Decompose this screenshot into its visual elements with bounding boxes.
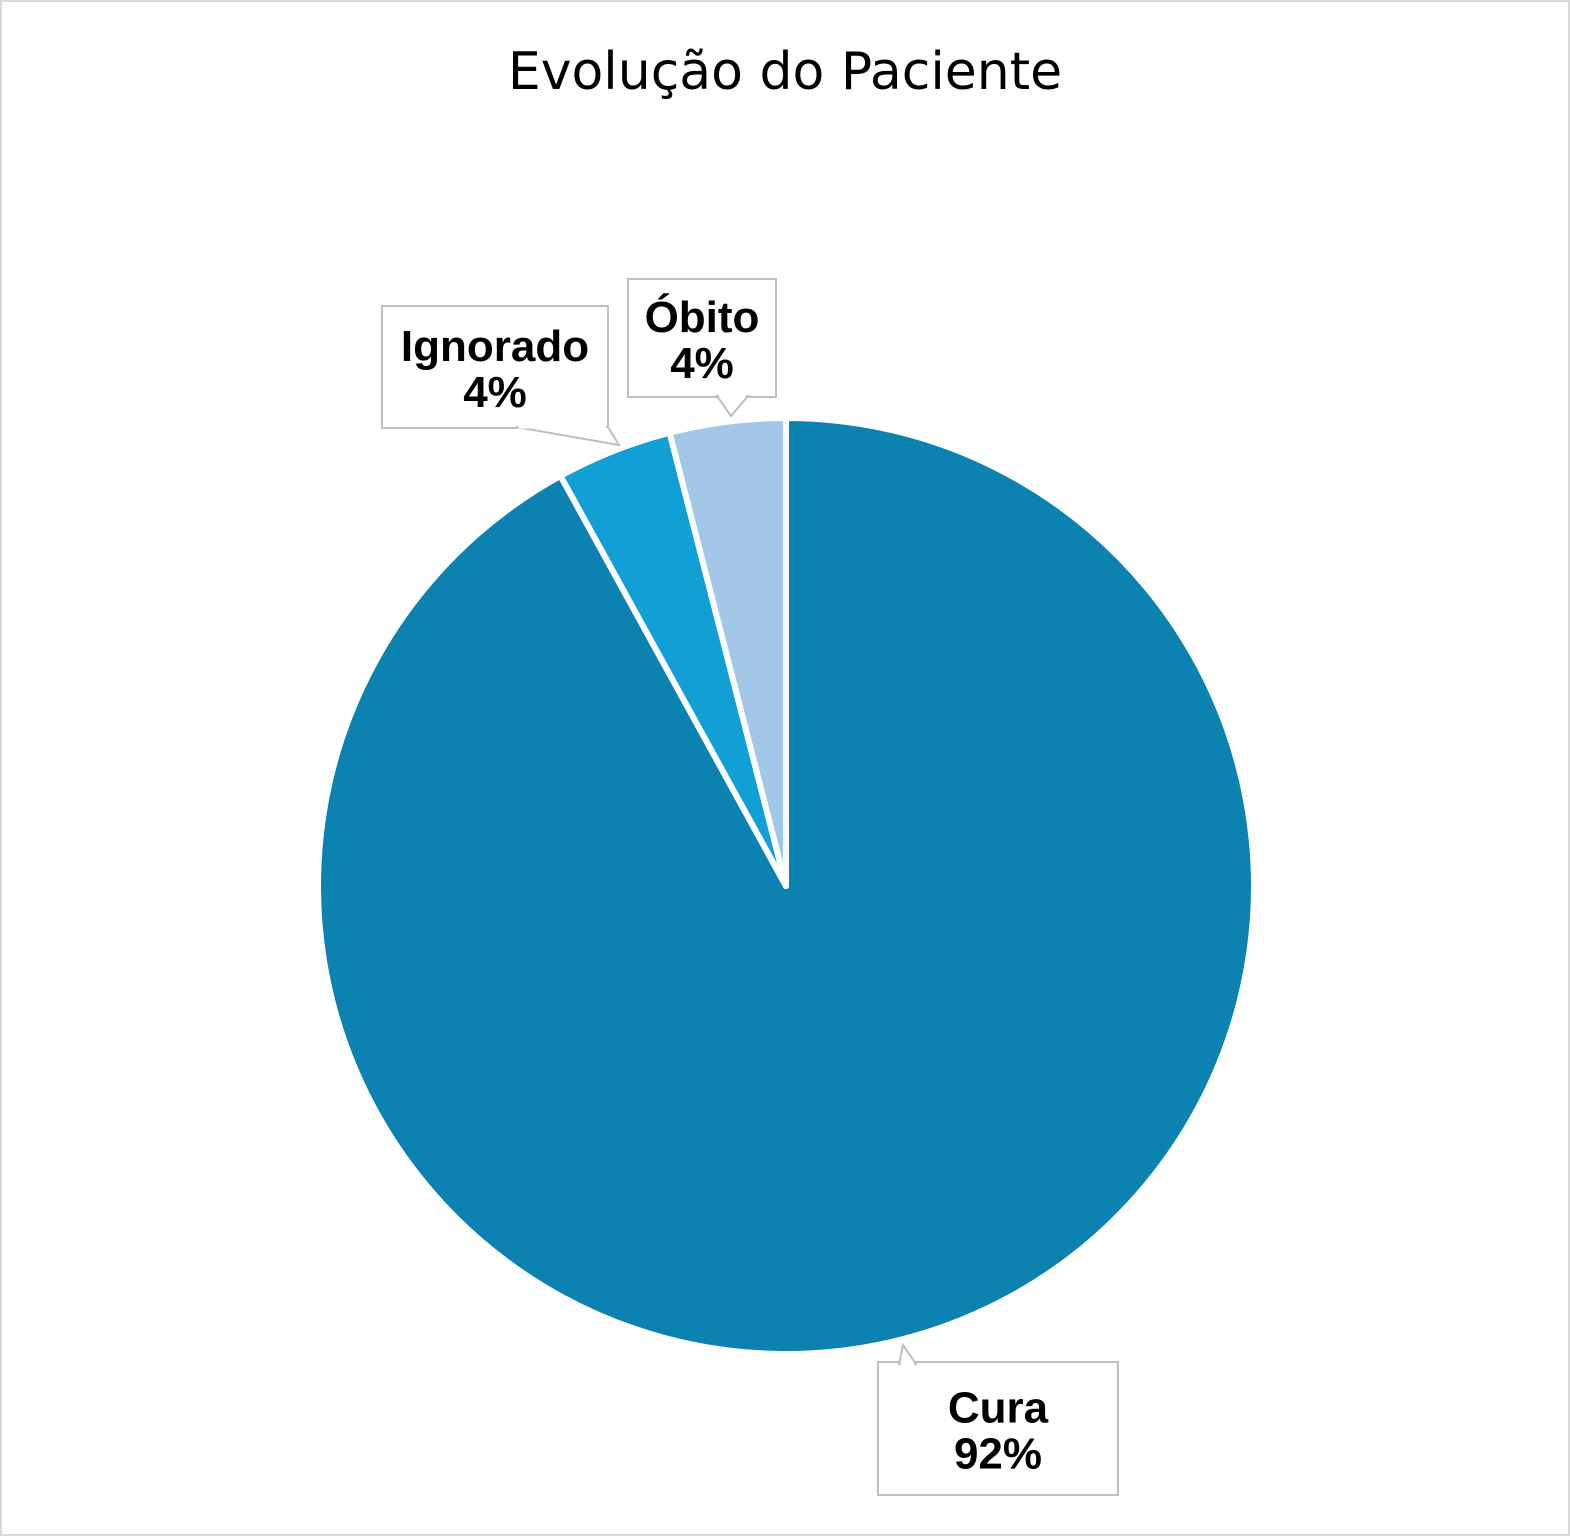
chart-title: Evolução do Paciente [507, 42, 1063, 102]
slice-label-percent: 4% [463, 368, 527, 417]
slice-label-percent: 92% [954, 1430, 1042, 1479]
callout-box [627, 278, 777, 398]
pie-slice-obito [666, 415, 789, 889]
slice-label-percent: 4% [670, 339, 734, 388]
callout-pointer [715, 395, 751, 418]
slice-label-name: Cura [948, 1384, 1049, 1433]
callout-pointer [897, 1342, 918, 1365]
callout-box [877, 1361, 1119, 1496]
callout-pointer [515, 426, 622, 447]
slice-label-name: Ignorado [401, 322, 589, 371]
callout-box [381, 305, 609, 429]
slice-label-name: Óbito [645, 292, 760, 342]
